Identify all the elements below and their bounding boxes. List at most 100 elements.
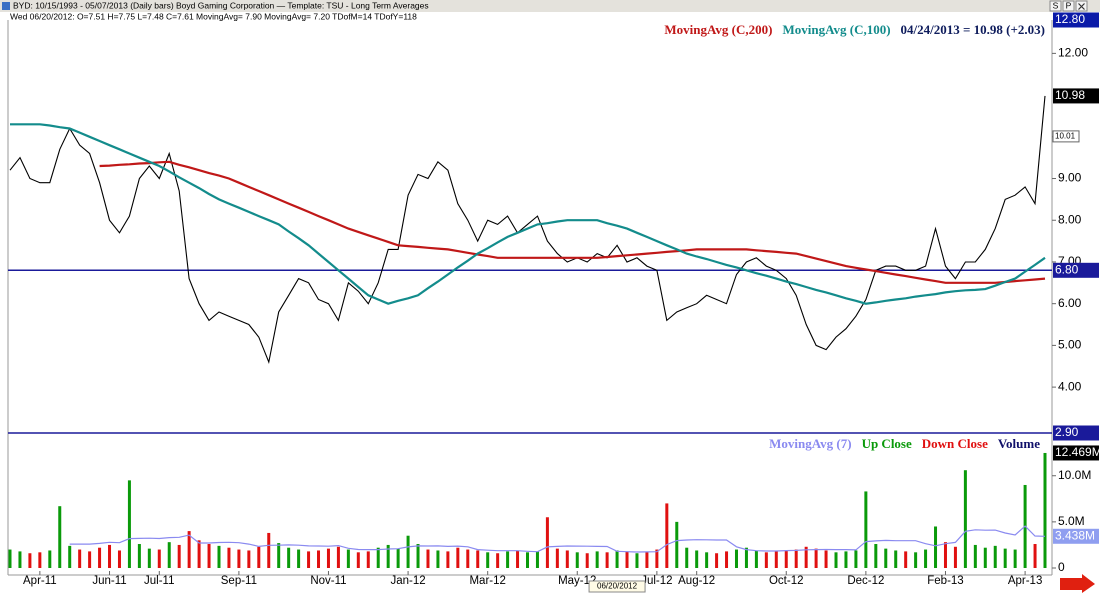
volume-bar (973, 544, 977, 568)
volume-bar (744, 547, 748, 568)
volume-bar (834, 552, 838, 568)
y-tick-label: 6.00 (1058, 296, 1082, 310)
x-tick-label: Oct-12 (769, 575, 804, 587)
x-tick-label: Aug-12 (678, 575, 715, 587)
series-line (9, 95, 1046, 365)
volume-bar (605, 552, 609, 568)
volume-bar (655, 549, 659, 568)
volume-bar (48, 550, 52, 568)
volume-bar (794, 549, 798, 568)
volume-bar (336, 546, 340, 568)
volume-bar (466, 549, 470, 568)
value-marker-label: 10.98 (1055, 88, 1085, 102)
x-tick-label: Nov-11 (310, 575, 346, 587)
volume-bar (844, 551, 848, 568)
value-marker-label: 3.438M (1055, 528, 1095, 542)
volume-bar (635, 553, 639, 568)
volume-bar (456, 547, 460, 568)
x-tick-label: Mar-12 (469, 575, 505, 587)
volume-bar (934, 526, 938, 568)
app-icon (2, 2, 10, 10)
x-tick-label: Jun-11 (92, 575, 126, 587)
volume-bar (864, 491, 868, 568)
legend-entry: MovingAvg (C,100) (782, 22, 890, 37)
legend-entry: Down Close (922, 436, 988, 451)
volume-bar (267, 532, 271, 568)
volume-bar (804, 546, 808, 568)
volume-bar (257, 546, 261, 568)
value-marker-label: 12.80 (1055, 12, 1085, 26)
volume-bar (217, 545, 221, 568)
volume-bar (516, 550, 520, 568)
volume-bar (326, 548, 330, 568)
toolbar-button[interactable] (1062, 0, 1075, 12)
volume-bar (18, 551, 22, 568)
volume-bar (496, 553, 500, 568)
volume-bar (764, 552, 768, 568)
y-tick-label: 12.00 (1058, 46, 1088, 60)
y-tick-label: 0 (1058, 560, 1065, 574)
toolbar-button[interactable] (1049, 0, 1062, 12)
volume-bar (615, 550, 619, 568)
x-tick-label: Feb-13 (927, 575, 963, 587)
volume-bar (8, 549, 12, 568)
volume-bar (127, 480, 131, 568)
value-marker (1053, 88, 1099, 104)
toolbar-label: S (1053, 0, 1059, 10)
value-marker (1053, 445, 1099, 461)
volume-bar (356, 552, 360, 568)
volume-bar (555, 548, 559, 568)
volume-bar (78, 549, 82, 568)
cursor-date-box (588, 580, 646, 593)
volume-bar (177, 544, 181, 568)
volume-bar (814, 548, 818, 568)
volume-bar (1043, 452, 1047, 568)
volume-bar (476, 550, 480, 568)
x-tick-label: Apr-11 (23, 575, 57, 587)
reference-marker (1053, 425, 1099, 441)
volume-bar (157, 549, 161, 568)
toolbar-label: P (1066, 0, 1072, 10)
volume-bar (914, 552, 918, 568)
x-tick-label: Jan-12 (390, 575, 425, 587)
volume-bar (137, 544, 141, 568)
volume-bar (88, 551, 92, 568)
volume-bar (237, 549, 241, 568)
volume-bar (297, 549, 301, 568)
volume-bar (565, 550, 569, 568)
legend-entry: Up Close (862, 436, 912, 451)
volume-bar (715, 553, 719, 568)
volume-bar (705, 552, 709, 568)
volume-bar (595, 551, 599, 568)
header-line: BYD: 10/15/1993 - 05/07/2013 (Daily bars… (13, 0, 429, 10)
volume-bar (1013, 549, 1017, 568)
y-tick-label: 4.00 (1058, 379, 1082, 393)
value-marker (1053, 12, 1099, 28)
cursor-date: 06/20/2012 (597, 582, 638, 591)
legend-entry: MovingAvg (7) (769, 436, 851, 451)
volume-bar (426, 549, 430, 568)
volume-bar (695, 550, 699, 568)
volume-bar (854, 550, 858, 568)
volume-bar (645, 552, 649, 568)
volume-bar (147, 548, 151, 568)
volume-bar (406, 535, 410, 568)
volume-bar (784, 550, 788, 568)
reference-label: 6.80 (1055, 262, 1079, 276)
volume-bar (436, 550, 440, 568)
reference-label: 2.90 (1055, 425, 1079, 439)
cursor-readout: Wed 06/20/2012: O=7.51 H=7.75 L=7.48 C=7… (10, 11, 417, 21)
volume-bar (585, 553, 589, 568)
volume-bar (625, 551, 629, 568)
volume-bar (943, 542, 947, 568)
value-marker-label: 12.469M (1055, 445, 1100, 459)
y-tick-label: 9.00 (1058, 171, 1082, 185)
volume-bar (28, 553, 32, 568)
x-tick-label: Sep-11 (221, 575, 257, 587)
value-marker-label: 10.01 (1055, 132, 1076, 141)
title-bar (0, 0, 1100, 12)
scroll-arrow[interactable] (1060, 574, 1095, 593)
y-tick-label: 10.0M (1058, 468, 1091, 482)
volume-bar (446, 551, 450, 568)
